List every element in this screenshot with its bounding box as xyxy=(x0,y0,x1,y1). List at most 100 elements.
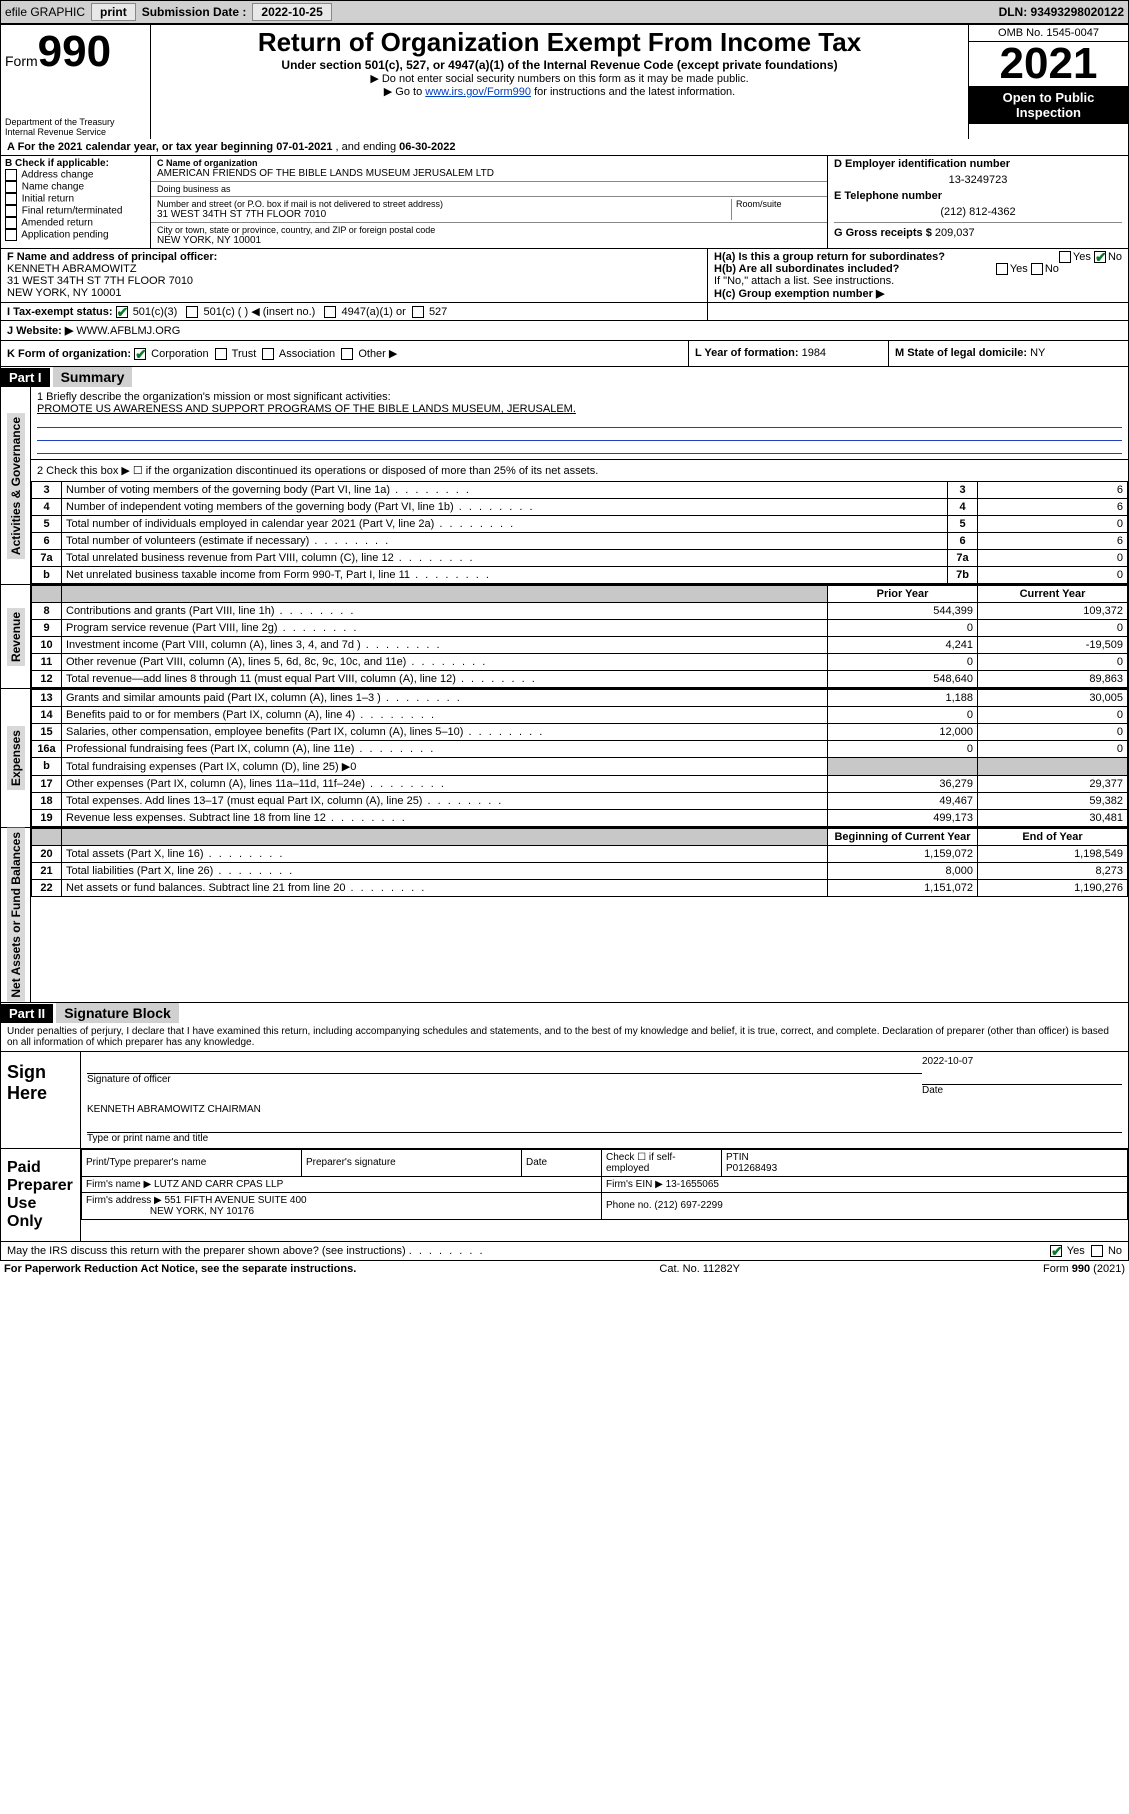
line-desc: Program service revenue (Part VIII, line… xyxy=(62,620,828,637)
i-4947-chk[interactable] xyxy=(324,306,336,318)
line-curr: 1,198,549 xyxy=(978,846,1128,863)
line-curr: 89,863 xyxy=(978,671,1128,688)
g-label: G Gross receipts $ xyxy=(834,227,932,239)
line-curr: -19,509 xyxy=(978,637,1128,654)
line-num: 19 xyxy=(32,810,62,827)
line-prior: 499,173 xyxy=(828,810,978,827)
i-o1: 501(c)(3) xyxy=(133,306,178,318)
boxb-opt: Name change xyxy=(5,181,146,193)
boxb-chk[interactable] xyxy=(5,229,17,241)
line-desc: Revenue less expenses. Subtract line 18 … xyxy=(62,810,828,827)
line-num: b xyxy=(32,567,62,584)
i-501c-chk[interactable] xyxy=(186,306,198,318)
row-a-pre: A For the 2021 calendar year, or tax yea… xyxy=(7,141,276,153)
dln-label: DLN: 93493298020122 xyxy=(999,5,1128,19)
line-num: 7a xyxy=(32,550,62,567)
boxb-chk[interactable] xyxy=(5,217,17,229)
line-num: 18 xyxy=(32,793,62,810)
row-a-mid: , and ending xyxy=(336,141,400,153)
line-curr: 29,377 xyxy=(978,776,1128,793)
hb-label: H(b) Are all subordinates included? xyxy=(714,263,899,275)
print-button[interactable]: print xyxy=(91,3,136,21)
line-num: b xyxy=(32,758,62,776)
i-o3: 4947(a)(1) or xyxy=(342,306,406,318)
line-prior: 8,000 xyxy=(828,863,978,880)
row-k: K Form of organization: Corporation Trus… xyxy=(1,341,688,366)
sig-officer-label: Signature of officer xyxy=(87,1074,922,1085)
line-curr: 109,372 xyxy=(978,603,1128,620)
row-i-right xyxy=(708,303,1128,320)
form-number: 990 xyxy=(38,27,111,76)
line-curr: 8,273 xyxy=(978,863,1128,880)
firm-name-label: Firm's name ▶ xyxy=(86,1179,151,1190)
line-prior: 0 xyxy=(828,654,978,671)
line-desc: Investment income (Part VIII, column (A)… xyxy=(62,637,828,654)
line-desc: Number of voting members of the governin… xyxy=(62,482,948,499)
line-prior: 1,188 xyxy=(828,690,978,707)
line-desc: Number of independent voting members of … xyxy=(62,499,948,516)
boxb-chk[interactable] xyxy=(5,169,17,181)
l-val: 1984 xyxy=(802,347,826,359)
note2: Go to www.irs.gov/Form990 for instructio… xyxy=(155,85,964,98)
subtitle: Under section 501(c), 527, or 4947(a)(1)… xyxy=(155,58,964,72)
line-curr xyxy=(978,758,1128,776)
boxb-chk[interactable] xyxy=(5,181,17,193)
c-name: AMERICAN FRIENDS OF THE BIBLE LANDS MUSE… xyxy=(157,168,821,179)
k-o4: Other ▶ xyxy=(358,348,397,360)
line-num: 12 xyxy=(32,671,62,688)
may-discuss: May the IRS discuss this return with the… xyxy=(7,1245,406,1257)
sign-content: Signature of officer 2022-10-07 Date KEN… xyxy=(81,1052,1128,1148)
i-o4: 527 xyxy=(429,306,447,318)
form990-link[interactable]: www.irs.gov/Form990 xyxy=(425,86,531,98)
line-num: 11 xyxy=(32,654,62,671)
line-box: 6 xyxy=(948,533,978,550)
title-box: Return of Organization Exempt From Incom… xyxy=(151,25,968,139)
line-prior xyxy=(828,758,978,776)
curr-year-hdr: Current Year xyxy=(978,586,1128,603)
boxb-opt: Final return/terminated xyxy=(5,205,146,217)
tax-year: 2021 xyxy=(969,42,1128,86)
line-val: 0 xyxy=(978,567,1128,584)
footer-right: Form 990 (2021) xyxy=(1043,1263,1125,1275)
line-prior: 12,000 xyxy=(828,724,978,741)
line-desc: Total number of individuals employed in … xyxy=(62,516,948,533)
hb-yes-chk[interactable] xyxy=(996,263,1008,275)
f-name: KENNETH ABRAMOWITZ xyxy=(7,263,137,275)
line-num: 14 xyxy=(32,707,62,724)
k-other-chk[interactable] xyxy=(341,348,353,360)
k-trust-chk[interactable] xyxy=(215,348,227,360)
vlab-exp: Expenses xyxy=(7,726,25,790)
line-box: 3 xyxy=(948,482,978,499)
i-501c3-chk[interactable] xyxy=(116,306,128,318)
line-box: 4 xyxy=(948,499,978,516)
line-curr: 30,481 xyxy=(978,810,1128,827)
row-j: J Website: ▶ WWW.AFBLMJ.ORG xyxy=(0,321,1129,341)
boxb-chk[interactable] xyxy=(5,193,17,205)
pt-check: Check ☐ if self-employed xyxy=(602,1149,722,1176)
boxb-chk[interactable] xyxy=(5,205,17,217)
subdate-button[interactable]: 2022-10-25 xyxy=(252,3,331,21)
line-curr: 0 xyxy=(978,707,1128,724)
footer-mid: Cat. No. 11282Y xyxy=(659,1263,740,1275)
line-num: 13 xyxy=(32,690,62,707)
ha-yes-chk[interactable] xyxy=(1059,251,1071,263)
discuss-no-chk[interactable] xyxy=(1091,1245,1103,1257)
line-num: 9 xyxy=(32,620,62,637)
discuss-yes-chk[interactable] xyxy=(1050,1245,1062,1257)
d-label: D Employer identification number xyxy=(834,158,1122,170)
k-o1: Corporation xyxy=(151,348,208,360)
line-desc: Benefits paid to or for members (Part IX… xyxy=(62,707,828,724)
k-corp-chk[interactable] xyxy=(134,348,146,360)
topbar: efile GRAPHIC print Submission Date : 20… xyxy=(0,0,1129,24)
ha-no-chk[interactable] xyxy=(1094,251,1106,263)
line-val: 6 xyxy=(978,499,1128,516)
k-assoc-chk[interactable] xyxy=(262,348,274,360)
boxb-opt: Application pending xyxy=(5,229,146,241)
f-addr1: 31 WEST 34TH ST 7TH FLOOR 7010 xyxy=(7,275,193,287)
i-527-chk[interactable] xyxy=(412,306,424,318)
discuss-yes: Yes xyxy=(1067,1245,1085,1257)
line-num: 20 xyxy=(32,846,62,863)
subdate-label: Submission Date : xyxy=(138,5,251,19)
hb-no-chk[interactable] xyxy=(1031,263,1043,275)
line-desc: Total revenue—add lines 8 through 11 (mu… xyxy=(62,671,828,688)
